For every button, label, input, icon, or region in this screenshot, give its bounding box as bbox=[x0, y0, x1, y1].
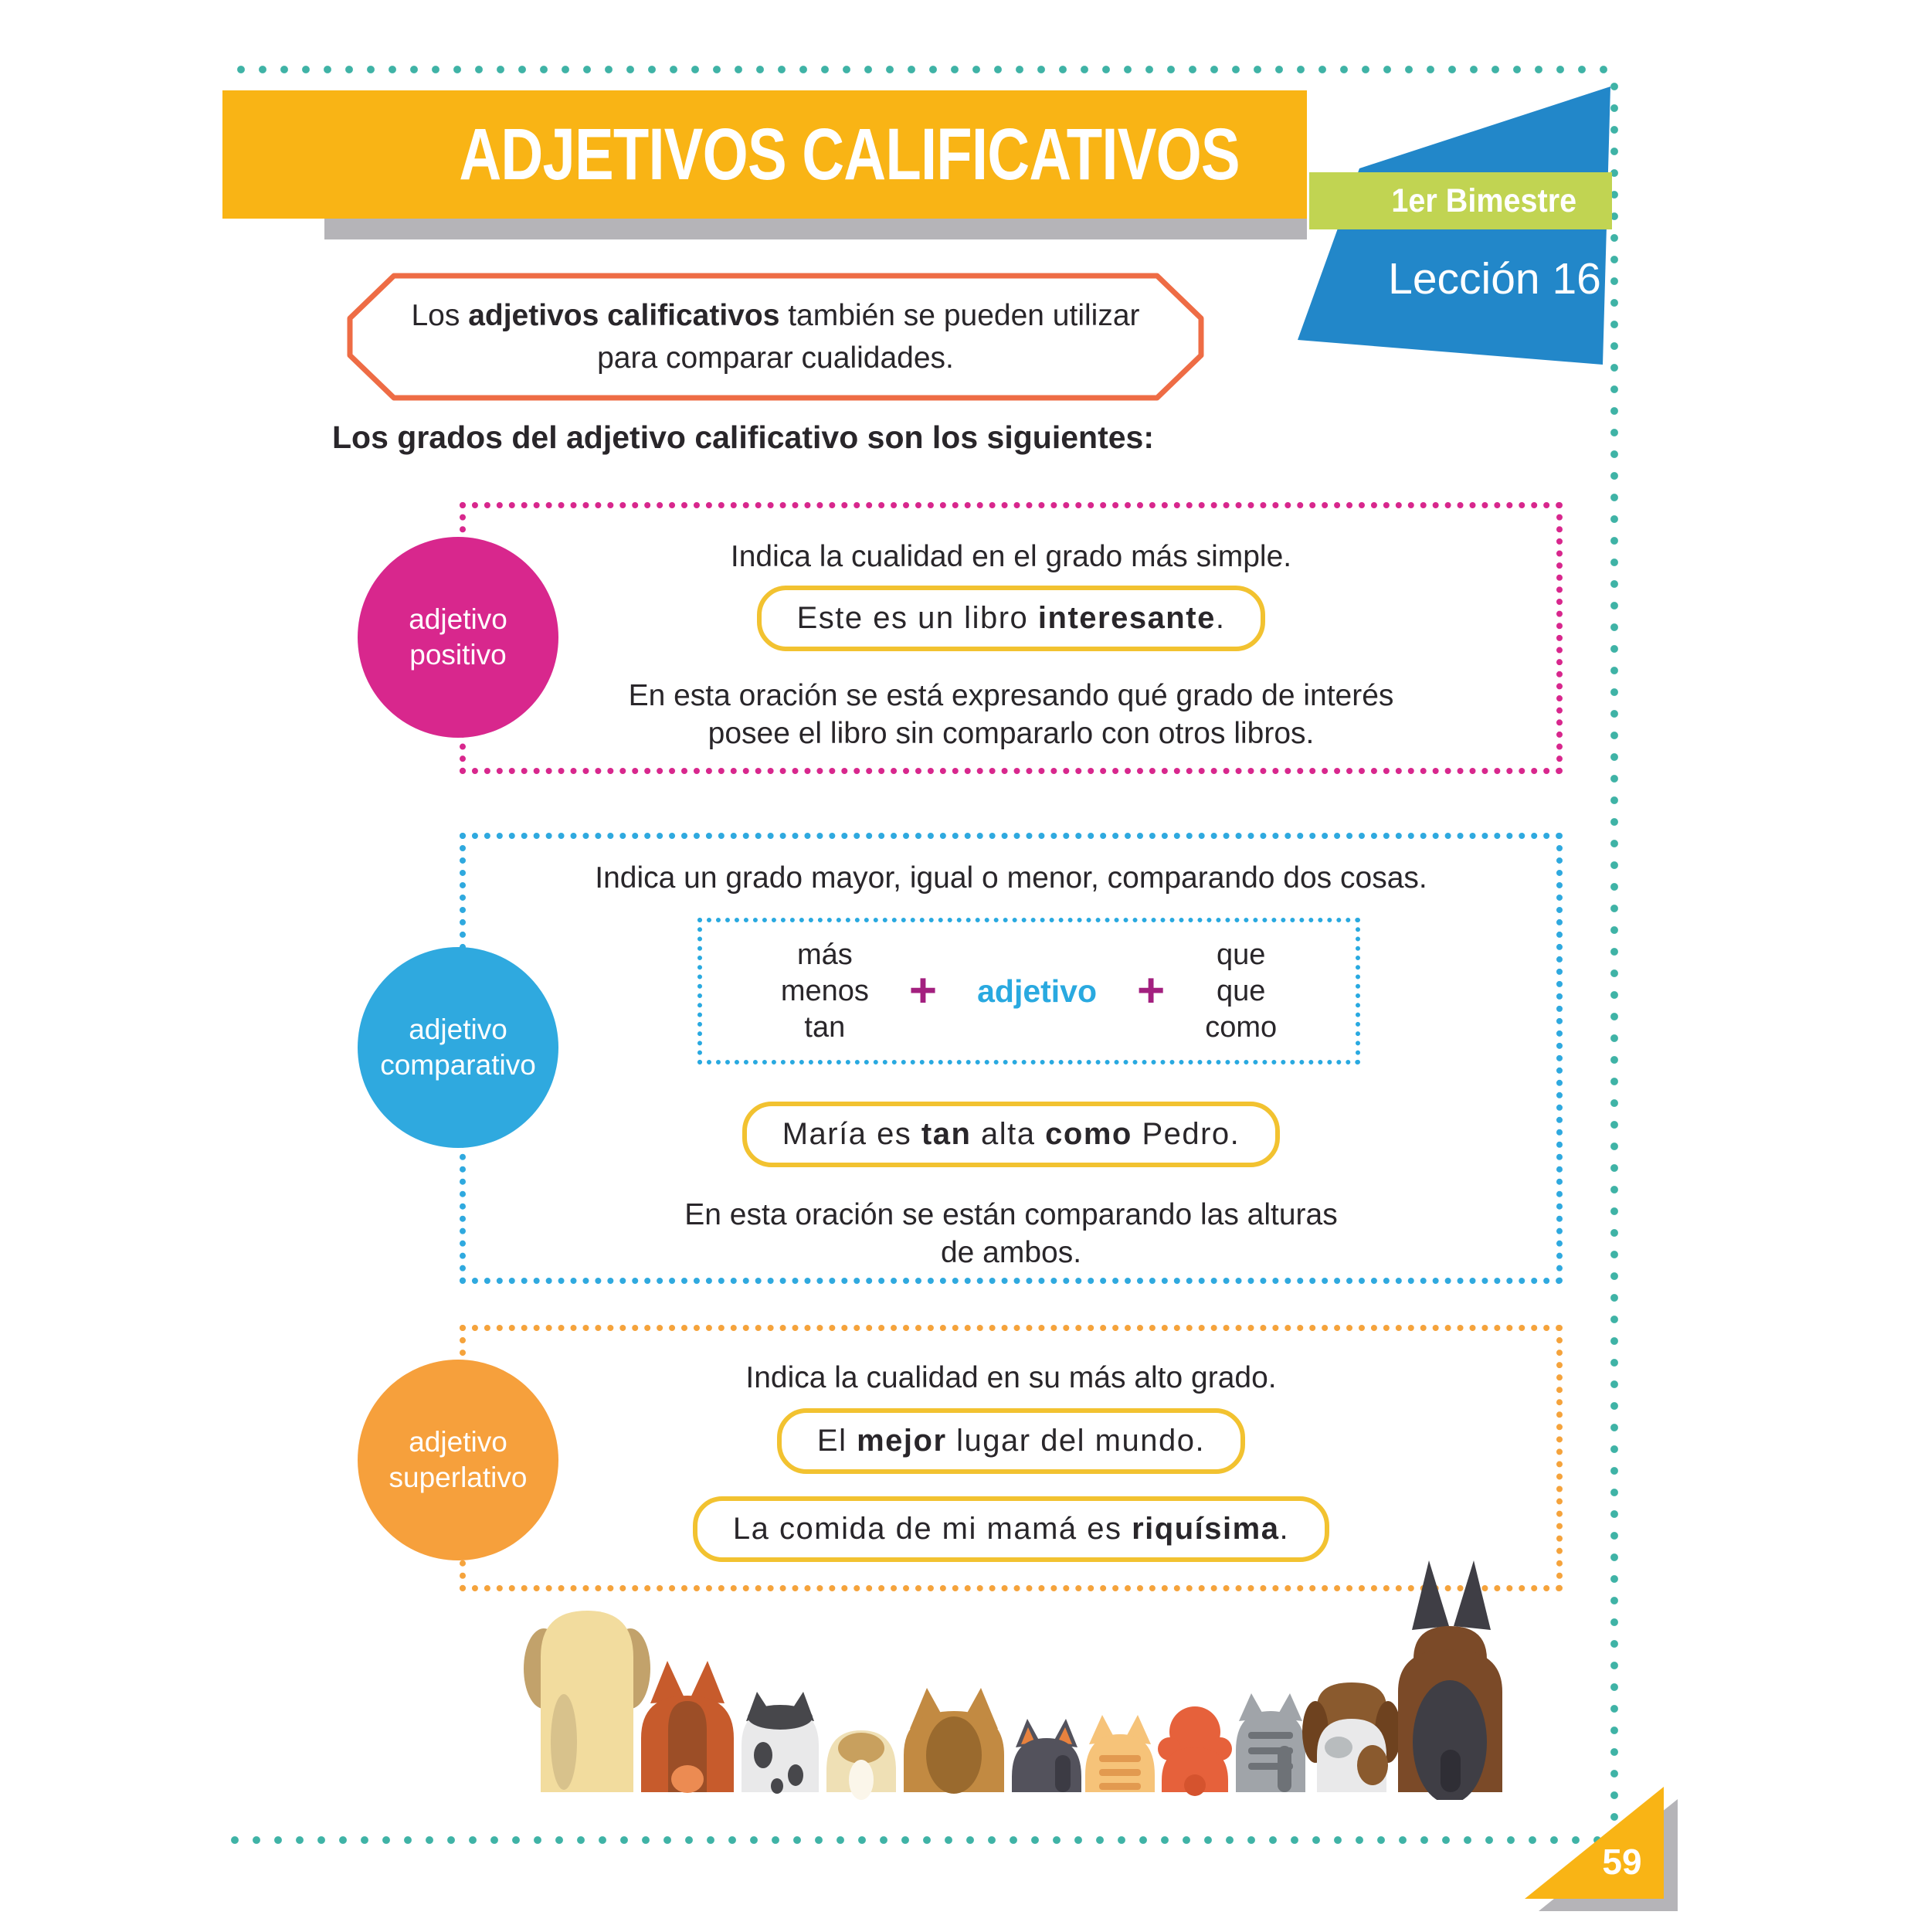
dog-poodle bbox=[1158, 1706, 1232, 1796]
section-superlativo: Indica la cualidad en su más alto grado.… bbox=[460, 1325, 1563, 1591]
positivo-description: Indica la cualidad en el grado más simpl… bbox=[730, 540, 1292, 573]
comparativo-badge: adjetivo comparativo bbox=[358, 947, 558, 1148]
comparative-formula-box: más menos tan + adjetivo + que que como bbox=[697, 918, 1360, 1064]
example-box: El mejor lugar del mundo. bbox=[776, 1408, 1246, 1474]
page-number: 59 bbox=[1602, 1842, 1641, 1882]
cat-orange-tabby bbox=[1085, 1715, 1155, 1792]
intro-box: Los adjetivos calificativos también se p… bbox=[346, 272, 1205, 402]
dog-red-brown bbox=[641, 1661, 734, 1793]
cat-brown-fluffy bbox=[904, 1688, 1004, 1794]
intro-box-border bbox=[347, 273, 1204, 401]
bimester-band: 1er Bimestre bbox=[1309, 172, 1612, 229]
dotted-border-top bbox=[230, 65, 1616, 74]
plus-icon: + bbox=[908, 964, 938, 1017]
dog-cream bbox=[524, 1611, 650, 1792]
section-positivo: Indica la cualidad en el grado más simpl… bbox=[460, 502, 1563, 774]
example-box: La comida de mi mamá es riquísima. bbox=[692, 1496, 1330, 1562]
plus-icon: + bbox=[1137, 964, 1166, 1017]
positivo-example-row: Este es un libro interesante. bbox=[466, 586, 1556, 651]
puppy-cream bbox=[826, 1730, 896, 1800]
bimester-label: 1er Bimestre bbox=[1391, 182, 1576, 219]
comparativo-example-row: María es tan alta como Pedro. bbox=[466, 1102, 1556, 1167]
dog-dalmatian bbox=[742, 1692, 819, 1794]
cat-dark-gray bbox=[1012, 1719, 1081, 1792]
example-box: Este es un libro interesante. bbox=[756, 586, 1266, 651]
superlativo-example-row-2: La comida de mi mamá es riquísima. bbox=[466, 1496, 1556, 1562]
dotted-border-right bbox=[1610, 76, 1619, 1840]
intro-line-2: para comparar cualidades. bbox=[597, 341, 954, 375]
superlativo-example-row-1: El mejor lugar del mundo. bbox=[466, 1408, 1556, 1474]
formula-adjective: adjetivo bbox=[977, 973, 1098, 1009]
example-box: María es tan alta como Pedro. bbox=[742, 1102, 1281, 1167]
intro-text: Los adjetivos calificativos también se p… bbox=[346, 272, 1205, 402]
positivo-badge: adjetivo positivo bbox=[358, 537, 558, 738]
page-title: ADJETIVOS CALIFICATIVOS bbox=[459, 113, 1240, 195]
section-comparativo: Indica un grado mayor, igual o menor, co… bbox=[460, 833, 1563, 1284]
comparativo-description: Indica un grado mayor, igual o menor, co… bbox=[595, 861, 1427, 895]
dog-german-shepherd bbox=[1398, 1560, 1502, 1800]
lesson-label: Lección 16 bbox=[1388, 254, 1601, 304]
pets-illustration bbox=[524, 1560, 1502, 1800]
formula-right-column: que que como bbox=[1205, 938, 1278, 1044]
comparativo-note: En esta oración se están comparando las … bbox=[684, 1198, 1338, 1269]
cat-gray-tabby bbox=[1236, 1693, 1305, 1792]
dotted-border-bottom bbox=[224, 1835, 1614, 1845]
lesson-banner-shape bbox=[1298, 87, 1610, 365]
formula-left-column: más menos tan bbox=[780, 938, 869, 1044]
title-banner-shadow bbox=[324, 219, 1307, 239]
dog-beagle bbox=[1302, 1682, 1401, 1792]
title-banner: ADJETIVOS CALIFICATIVOS bbox=[222, 90, 1307, 219]
intro-line-1: Los adjetivos calificativos también se p… bbox=[411, 299, 1140, 332]
superlativo-description: Indica la cualidad en su más alto grado. bbox=[745, 1361, 1277, 1394]
page-number-corner: 59 bbox=[1525, 1787, 1678, 1911]
superlativo-badge: adjetivo superlativo bbox=[358, 1360, 558, 1560]
positivo-note: En esta oración se está expresando qué g… bbox=[628, 679, 1394, 750]
section-heading: Los grados del adjetivo calificativo son… bbox=[332, 419, 1154, 455]
